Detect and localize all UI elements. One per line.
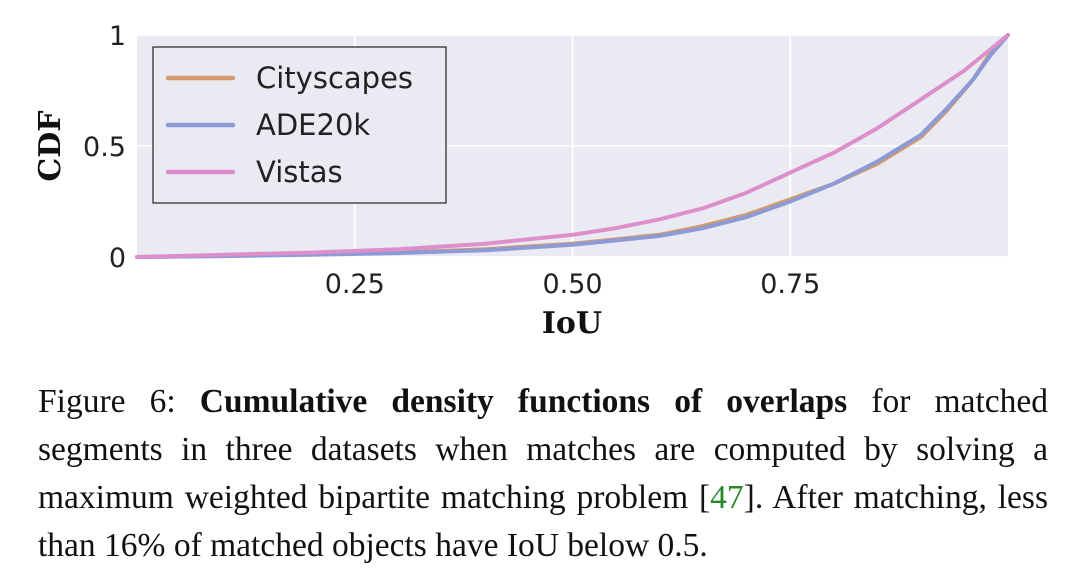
x-tick-label: 0.50 (542, 269, 602, 300)
y-axis-label: CDF (33, 110, 68, 181)
citation-link[interactable]: 47 (710, 479, 744, 516)
legend-label: ADE20k (256, 108, 370, 142)
series-lines (135, 33, 1010, 259)
x-axis-label: IoU (542, 306, 602, 341)
y-tick-label: 1 (109, 21, 126, 52)
legend-label: Cityscapes (256, 61, 413, 95)
caption-text-2: ]. After matching, less than 16% of matc… (38, 479, 1048, 564)
y-tick-label: 0.5 (83, 132, 126, 163)
x-tick-labels: 0.25 0.50 0.75 (325, 269, 821, 300)
y-tick-label: 0 (109, 243, 126, 274)
legend: Cityscapes ADE20k Vistas (152, 46, 447, 204)
caption-text-1: for matched segments in three datasets w… (38, 383, 1048, 516)
x-tick-label: 0.25 (325, 269, 385, 300)
figure-caption: Figure 6: Cumulative density functions o… (38, 378, 1048, 570)
cdf-chart: 0.25 0.50 0.75 00.51 IoU CDF CityscapesADE… (33, 21, 1010, 341)
series-line-ade20k (135, 33, 1010, 259)
legend-label: Vistas (256, 155, 343, 189)
caption-prefix: Figure 6: (38, 383, 200, 420)
y-tick-labels: 00.51 (83, 21, 126, 274)
caption-bold: Cumulative density functions of overlaps (199, 383, 848, 420)
x-tick-label: 0.75 (760, 269, 820, 300)
series-line-vistas (135, 33, 1010, 259)
